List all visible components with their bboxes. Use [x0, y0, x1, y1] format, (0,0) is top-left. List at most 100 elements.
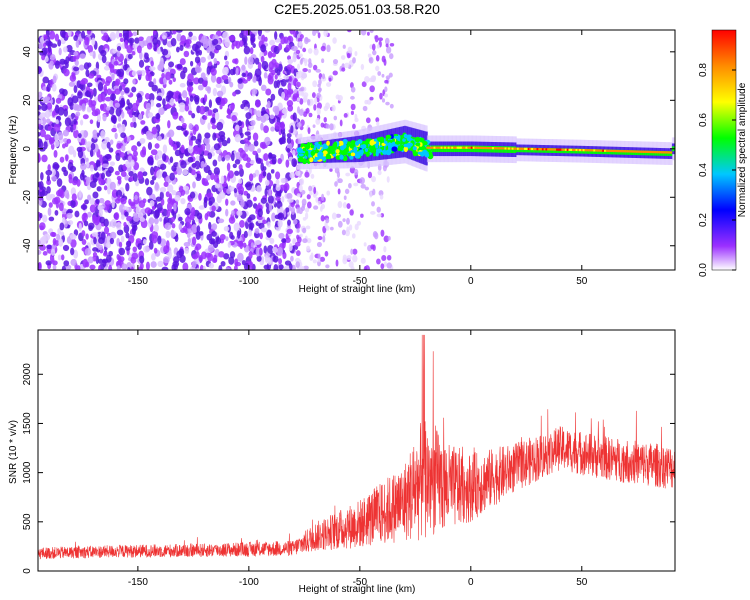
heatmap-cell	[211, 231, 217, 237]
heatmap-cell	[72, 180, 78, 186]
heatmap-cell	[329, 168, 333, 172]
heatmap-cell	[348, 224, 353, 231]
heatmap-cell	[184, 130, 188, 137]
heatmap-cell	[306, 98, 311, 106]
heatmap-cell	[214, 183, 221, 189]
heatmap-cell	[252, 75, 257, 82]
heatmap-cell	[616, 149, 620, 153]
heatmap-cell	[301, 265, 305, 270]
heatmap-cell	[92, 129, 98, 137]
heatmap-cell	[55, 97, 62, 104]
heatmap-cell	[139, 262, 144, 270]
heatmap-cell	[224, 38, 231, 48]
heatmap-cell	[246, 157, 251, 163]
heatmap-cell	[381, 73, 385, 78]
heatmap-cell	[438, 146, 442, 149]
heatmap-cell	[350, 143, 354, 156]
heatmap-cell	[386, 254, 392, 261]
heatmap-cell	[257, 148, 262, 154]
heatmap-cell	[371, 201, 375, 207]
heatmap-cell	[335, 259, 339, 267]
bottom-y-ticks: 0 500 1000 1500 2000	[22, 363, 675, 574]
heatmap-cell	[84, 90, 92, 97]
heatmap-cell	[298, 153, 304, 157]
heatmap-cell	[206, 192, 214, 198]
heatmap-cell	[138, 59, 145, 68]
heatmap-cell	[139, 51, 143, 60]
heatmap-cell	[259, 247, 263, 257]
heatmap-cell	[189, 81, 194, 87]
heatmap-cell	[143, 245, 150, 253]
heatmap-cell	[248, 251, 253, 260]
heatmap-cell	[195, 231, 201, 240]
heatmap-cell	[243, 262, 250, 270]
heatmap-cell	[353, 146, 358, 152]
heatmap-cell	[286, 228, 293, 234]
heatmap-cell	[564, 148, 568, 151]
heatmap-cell	[109, 99, 114, 109]
snr-series-line	[38, 334, 675, 560]
heatmap-cell	[456, 146, 460, 149]
heatmap-cell	[150, 179, 155, 185]
heatmap-cell	[78, 133, 82, 139]
heatmap-cell	[100, 104, 104, 112]
heatmap-cell	[308, 112, 313, 118]
heatmap-cell	[206, 175, 211, 181]
heatmap-cell	[219, 233, 226, 241]
heatmap-cell	[369, 96, 374, 101]
heatmap-cell	[273, 263, 279, 270]
heatmap-cell	[278, 258, 283, 265]
heatmap-cell	[134, 37, 140, 44]
heatmap-cell	[297, 149, 300, 158]
heatmap-cell	[215, 44, 222, 51]
heatmap-cell	[316, 147, 319, 158]
heatmap-cell	[234, 134, 241, 143]
bottom-xtick-label: -150	[128, 577, 148, 588]
heatmap-cell	[207, 122, 211, 130]
heatmap-cell	[359, 177, 365, 185]
top-x-axis-label: Height of straight line (km)	[299, 284, 416, 295]
heatmap-cell	[161, 48, 169, 56]
heatmap-cell	[66, 212, 73, 219]
heatmap-cell	[169, 97, 175, 106]
heatmap-cell	[115, 152, 121, 162]
heatmap-cell	[118, 241, 123, 248]
heatmap-cell	[343, 112, 348, 118]
heatmap-cell	[116, 50, 121, 57]
heatmap-cell	[646, 150, 650, 153]
heatmap-cell	[108, 147, 114, 153]
heatmap-cell	[325, 102, 331, 110]
heatmap-cell	[283, 182, 290, 192]
heatmap-cell	[255, 157, 262, 164]
heatmap-cell	[89, 180, 97, 189]
heatmap-cell	[133, 121, 137, 128]
heatmap-cell	[103, 65, 110, 71]
heatmap-cell	[586, 149, 589, 152]
heatmap-cell	[216, 76, 222, 85]
heatmap-cell	[225, 236, 229, 242]
heatmap-cell	[224, 55, 228, 61]
heatmap-cell	[120, 97, 125, 106]
heatmap-cell	[371, 43, 376, 51]
heatmap-cell	[428, 151, 433, 157]
heatmap-cell	[172, 260, 180, 268]
heatmap-cell	[106, 235, 111, 245]
heatmap-cell	[179, 44, 184, 52]
heatmap-cell	[221, 157, 226, 162]
heatmap-cell	[437, 146, 440, 149]
heatmap-cell	[239, 40, 244, 47]
heatmap-cell	[385, 101, 390, 106]
heatmap-cell	[376, 213, 382, 218]
heatmap-cell	[318, 151, 324, 157]
heatmap-cell	[78, 190, 82, 198]
heatmap-cell	[625, 150, 628, 153]
heatmap-cell	[339, 154, 344, 160]
bottom-ytick-label: 500	[22, 513, 33, 530]
heatmap-cell	[298, 41, 303, 47]
heatmap-cell	[370, 244, 375, 250]
heatmap-cell	[139, 138, 146, 144]
heatmap-cell	[43, 141, 48, 150]
heatmap-cell	[270, 169, 275, 174]
heatmap-cell	[125, 136, 132, 142]
heatmap-cell	[283, 36, 289, 44]
